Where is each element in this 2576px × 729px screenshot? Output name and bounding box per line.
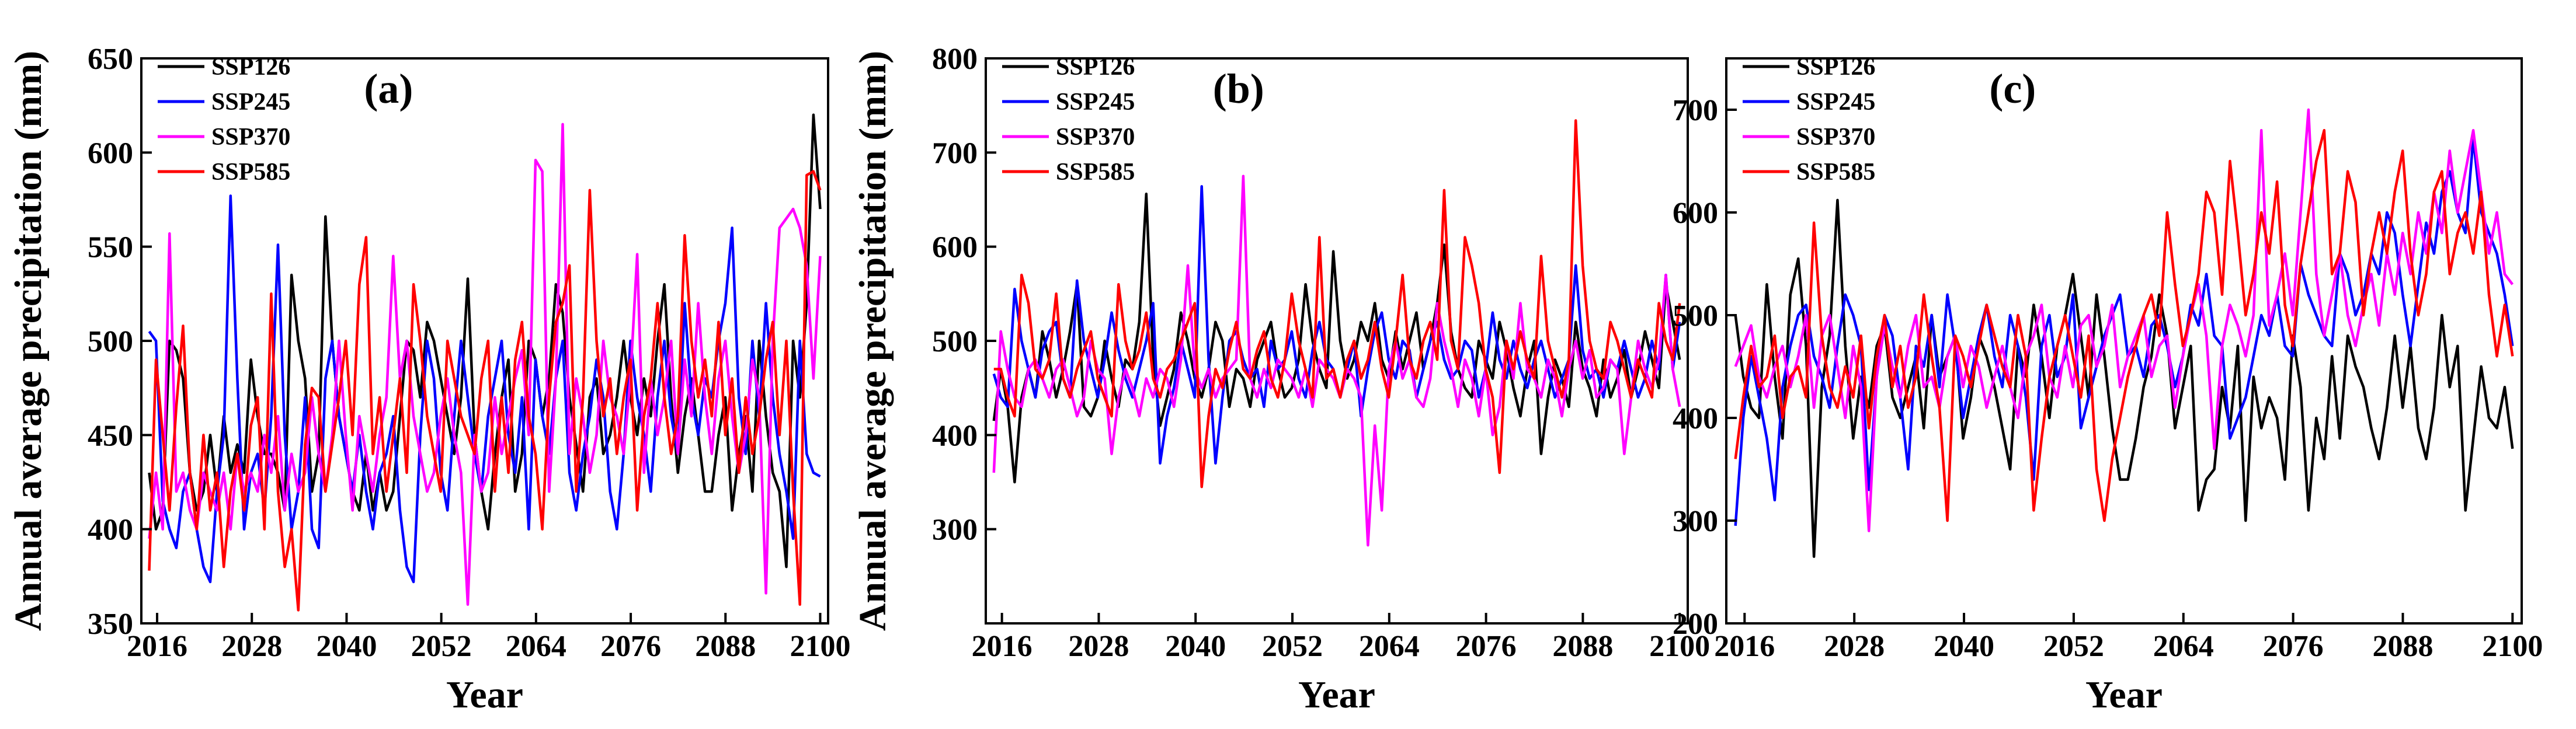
y-tick-label: 600 [932,231,978,264]
x-tick-label: 2040 [1165,630,1226,663]
series-line-ssp245 [1734,137,2514,526]
x-tick-label: 2064 [2153,630,2214,663]
legend-label-ssp370: SSP370 [1796,124,1875,151]
panel-label: (b) [1213,65,1264,112]
x-tick-label: 2088 [695,630,756,663]
y-tick-label: 350 [88,608,133,641]
chart-panel-3: 2016 2028 2040 2052 2064 2076 2088 2100 200 300 40… [1673,54,2543,716]
x-tick-label: 2040 [316,630,377,663]
series-line-ssp585 [1734,128,2514,522]
x-tick-label: 2052 [1262,630,1323,663]
x-tick-label: 2064 [506,630,566,663]
y-tick-label: 500 [932,325,978,358]
y-tick-label: 200 [1673,608,1718,641]
x-tick-label: 2088 [2372,630,2433,663]
x-tick-label: 2088 [1552,630,1613,663]
x-axis-title: Year [446,674,523,716]
x-tick-label: 2016 [127,630,187,663]
y-tick-label: 400 [932,419,978,452]
y-tick-label: 500 [1673,299,1718,333]
x-tick-label: 2052 [411,630,472,663]
y-tick-label: 400 [1673,402,1718,435]
legend-label-ssp245: SSP245 [1796,89,1875,116]
y-tick-label: 700 [1673,94,1718,127]
series-line-ssp370 [992,175,1681,547]
legend-label-ssp245: SSP245 [211,89,290,116]
legend: SSP126 SSP245 SSP370 SSP585 [1002,54,1135,186]
y-tick-label: 700 [932,137,978,170]
legend-label-ssp126: SSP126 [1796,54,1875,81]
y-tick-label: 650 [88,43,133,76]
x-tick-label: 2028 [221,630,282,663]
legend-label-ssp585: SSP585 [211,159,290,186]
legend-label-ssp126: SSP126 [1056,54,1135,81]
series-line-ssp126 [992,193,1681,484]
y-axis-title: Annual average precipitation (mm) [851,51,894,631]
y-tick-label: 300 [1673,505,1718,538]
x-tick-label: 2076 [600,630,661,663]
legend-label-ssp585: SSP585 [1796,159,1875,186]
panel-label: (a) [364,65,413,112]
legend-label-ssp370: SSP370 [1056,124,1135,151]
y-tick-label: 400 [88,514,133,547]
y-tick-label: 300 [932,514,978,547]
y-tick-label: 800 [932,43,978,76]
series-line-ssp585 [148,170,822,612]
chart-panel-2: 2016 2028 2040 2052 2064 2076 2088 2100 300 400 50… [851,43,1710,716]
y-tick-label: 500 [88,325,133,358]
x-axis-title: Year [2085,674,2163,716]
series-line-ssp126 [148,113,822,568]
x-tick-label: 2100 [2482,630,2543,663]
x-tick-label: 2076 [2263,630,2324,663]
x-tick-label: 2076 [1456,630,1517,663]
y-tick-label: 600 [88,137,133,170]
legend: SSP126 SSP245 SSP370 SSP585 [1743,54,1875,186]
x-tick-label: 2028 [1068,630,1129,663]
x-tick-label: 2064 [1359,630,1420,663]
x-tick-label: 2016 [1714,630,1775,663]
series-line-ssp370 [1734,108,2514,532]
series-line-ssp126 [1734,198,2514,558]
y-tick-label: 550 [88,231,133,264]
x-tick-label: 2040 [1934,630,1994,663]
legend-label-ssp585: SSP585 [1056,159,1135,186]
plot-frame [1725,57,2523,625]
y-tick-label: 450 [88,419,133,452]
x-tick-label: 2052 [2043,630,2104,663]
legend-label-ssp370: SSP370 [211,124,290,151]
legend: SSP126 SSP245 SSP370 SSP585 [158,54,290,186]
chart-panel-1: 2016 2028 2040 2052 2064 2076 2088 2100 350 400 45… [7,43,850,716]
x-tick-label: 2028 [1824,630,1885,663]
panel-label: (c) [1989,65,2036,112]
legend-label-ssp245: SSP245 [1056,89,1135,116]
legend-label-ssp126: SSP126 [211,54,290,81]
series-line-ssp585 [993,119,1681,489]
x-axis-title: Year [1298,674,1375,716]
x-tick-label: 2100 [790,630,850,663]
y-axis-title: Annual average precipitation (mm) [7,51,50,631]
y-tick-label: 600 [1673,197,1718,230]
x-tick-label: 2016 [972,630,1033,663]
x-tick-label: 2100 [1649,630,1710,663]
